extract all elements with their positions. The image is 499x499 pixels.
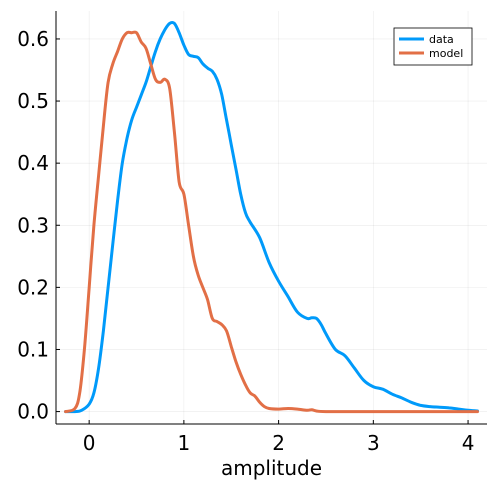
series-group: [64, 20, 479, 414]
y-tick-label-5: 0.5: [17, 89, 49, 113]
legend-box: [393, 27, 473, 66]
x-tick-label-0: 0: [83, 431, 96, 455]
x-axis-title: amplitude: [221, 456, 322, 480]
y-tick-label-1: 0.1: [17, 337, 49, 361]
y-tick-label-3: 0.3: [17, 213, 49, 237]
x-tick-labels: 0 1 2 3 4: [83, 420, 475, 455]
y-tick-label-4: 0.4: [17, 151, 49, 175]
legend-label-model: model: [429, 47, 463, 60]
series-line-data: [64, 20, 479, 414]
axes: [55, 11, 487, 425]
x-tick-label-1: 1: [178, 431, 191, 455]
y-tick-label-6: 0.6: [17, 27, 49, 51]
y-tick-label-0: 0.0: [17, 400, 49, 424]
y-tick-label-2: 0.2: [17, 275, 49, 299]
x-tick-label-3: 3: [367, 431, 380, 455]
x-tick-label-4: 4: [462, 431, 475, 455]
series-line-model: [64, 30, 479, 414]
grid: [56, 11, 487, 424]
x-tick-label-2: 2: [272, 431, 285, 455]
y-tick-labels: 0.0 0.1 0.2 0.3 0.4 0.5 0.6: [17, 27, 60, 424]
legend-label-data: data: [429, 33, 454, 46]
